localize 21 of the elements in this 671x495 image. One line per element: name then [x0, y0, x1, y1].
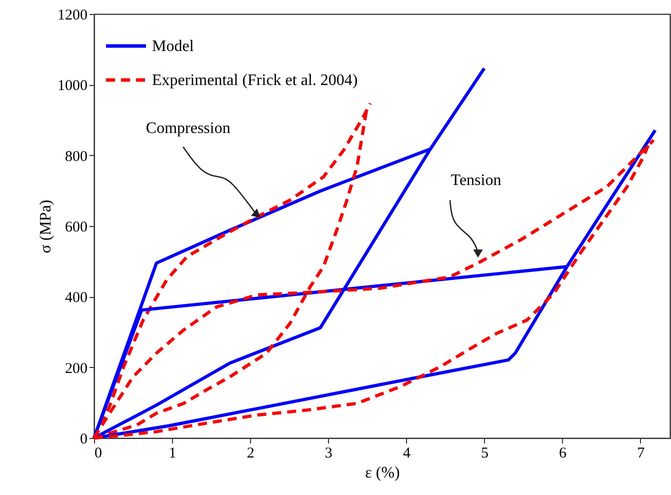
legend-label: Experimental (Frick et al. 2004): [152, 72, 358, 89]
x-tick-label: 7: [637, 446, 646, 462]
y-tick-label: 1200: [58, 8, 88, 24]
y-axis-title: σ (MPa): [38, 200, 54, 254]
y-tick-label: 200: [65, 360, 88, 377]
y-tick-label: 1000: [58, 78, 88, 94]
x-tick-label: 4: [402, 446, 411, 462]
x-tick-label: 0: [94, 446, 102, 462]
y-tick-label: 800: [65, 148, 88, 165]
y-tick-label: 0: [80, 432, 88, 448]
legend-label: Model: [152, 38, 194, 55]
x-axis-title: ε (%): [365, 464, 400, 482]
x-tick-label: 5: [480, 446, 488, 462]
annotation: Tension: [450, 172, 502, 190]
x-tick-label: 6: [559, 446, 568, 462]
x-tick-label: 2: [246, 446, 254, 462]
x-tick-label: 1: [168, 446, 176, 462]
annotation: Compression: [146, 120, 230, 137]
y-tick-label: 600: [65, 220, 88, 236]
y-tick-label: 400: [65, 290, 88, 306]
x-tick-label: 3: [324, 446, 332, 462]
